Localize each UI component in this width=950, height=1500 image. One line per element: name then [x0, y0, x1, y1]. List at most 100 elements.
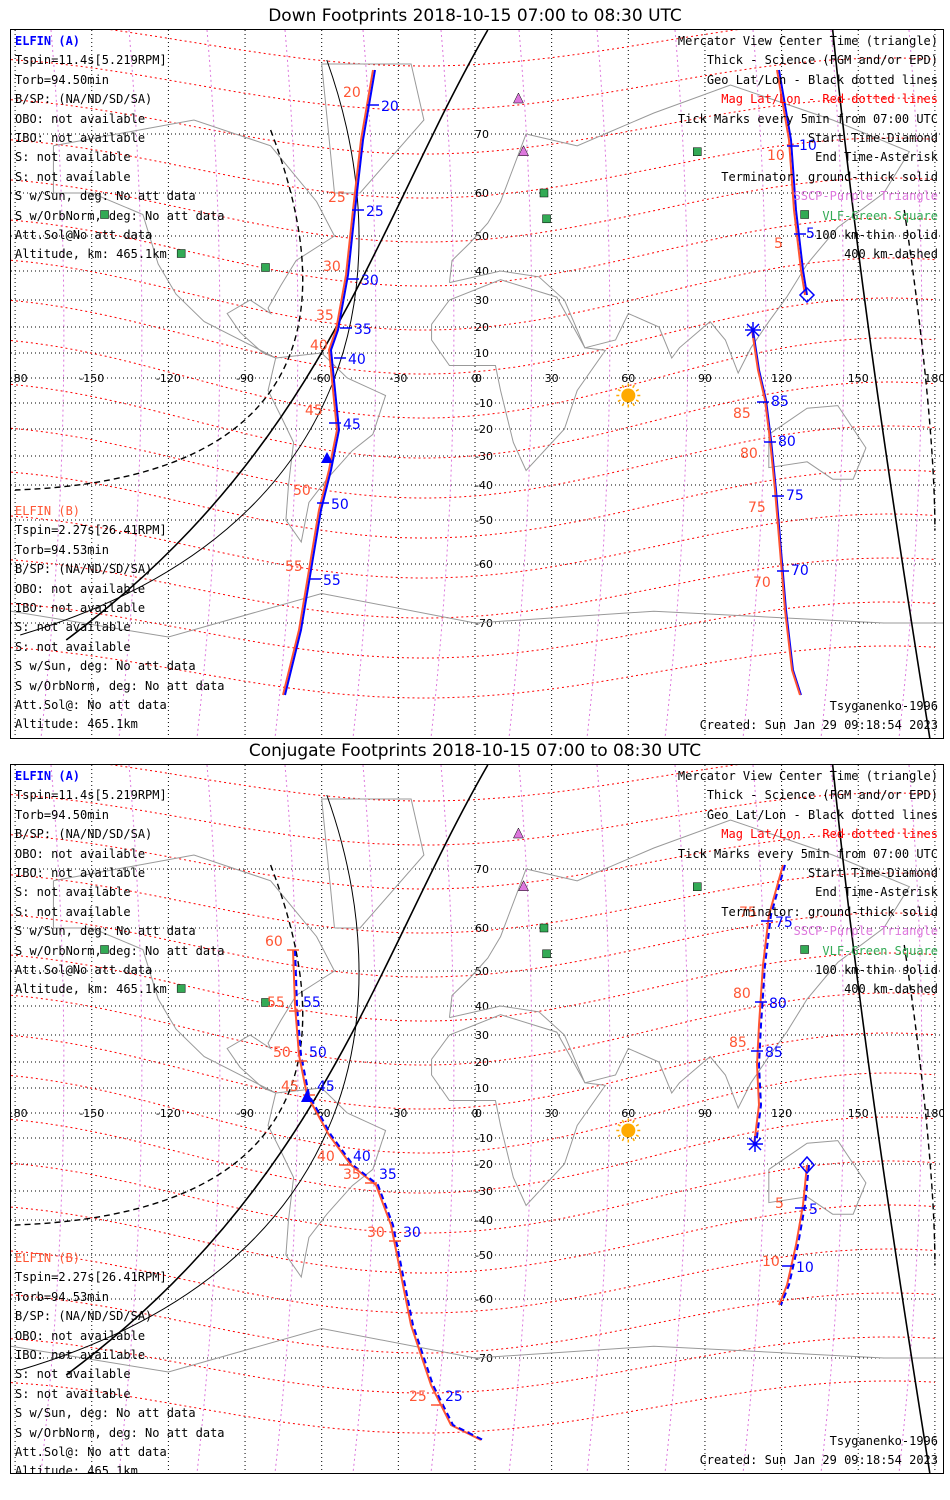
- africa-coast: [431, 279, 607, 472]
- terminator-line: [831, 765, 931, 1473]
- mag-lat-line: [11, 217, 936, 287]
- elfin-b-track: [292, 949, 482, 1441]
- lat-tick-label: -10: [475, 1132, 493, 1145]
- mag-grid: [11, 765, 936, 1473]
- mag-lat-line: [11, 1380, 936, 1434]
- lon-tick-label: -120: [156, 1107, 181, 1120]
- lat-tick-label: 70: [475, 128, 489, 141]
- lat-tick-label: 10: [475, 347, 489, 360]
- mag-lat-line: [11, 1072, 936, 1154]
- lon-tick-label: -30: [389, 1107, 407, 1120]
- vlf-square-icon: [542, 949, 551, 959]
- elfin-b-time-label: 85: [729, 1035, 747, 1051]
- info-line: S: not available: [15, 639, 131, 654]
- elfin-a-time-label: 85: [765, 1045, 783, 1061]
- lon-tick-label: 150: [848, 372, 869, 385]
- lat-tick-label: 0: [475, 1107, 482, 1120]
- elfin-a-track: [755, 864, 786, 1146]
- info-line: Att.Sol@No att data: [15, 227, 153, 242]
- sun-icon: [616, 1118, 641, 1143]
- elfin-b-time-label: 45: [305, 403, 323, 419]
- sun-ray: [621, 402, 625, 407]
- antarctica-coast: [11, 1327, 943, 1373]
- mag-lat-line: [11, 97, 936, 155]
- center-triangle-icon: [321, 452, 333, 463]
- end-asterisk-icon: [745, 322, 761, 338]
- antarctica-coast: [11, 592, 943, 638]
- legend-item: Mercator View Center Time (triangle): [677, 34, 938, 48]
- lon-tick-label: -90: [236, 372, 254, 385]
- lat-tick-label: 20: [475, 321, 489, 334]
- mag-lat-line: [11, 425, 936, 499]
- legend-item: Mercator View Center Time (triangle): [677, 769, 938, 783]
- legend-item: Terminator: ground-thick solid: [721, 169, 938, 184]
- lat-tick-label: -30: [475, 450, 493, 463]
- mag-lat-line: [11, 1292, 936, 1354]
- mag-lon-line: [430, 765, 455, 1473]
- lat-tick-label: 70: [475, 863, 489, 876]
- info-line: S: not available: [15, 620, 131, 635]
- info-line: S w/OrbNorm, deg: No att data: [15, 1425, 225, 1440]
- lat-tick-label: -40: [475, 479, 493, 492]
- elfin-b-info: ELFIN (B) Tspin=2.27s[26.41RPM] Torb=94.…: [15, 1249, 225, 1473]
- sun-ray: [617, 1123, 621, 1127]
- mag-lat-line: [11, 1336, 936, 1394]
- geo-grid: [11, 30, 943, 738]
- mag-lat-line: [11, 297, 936, 375]
- legend-item: 100 km-thin solid: [815, 962, 938, 977]
- lon-tick-label: 90: [698, 1107, 712, 1120]
- info-line: Tspin=2.27s[26.41RPM]: [15, 1270, 167, 1285]
- legend-item: Tick Marks every 5min from 07:00 UTC: [677, 111, 938, 126]
- info-line: IBO: not available: [15, 600, 146, 615]
- australia-coast: [768, 1140, 867, 1215]
- info-line: S w/OrbNorm, deg: No att data: [15, 943, 225, 958]
- info-line: Att.Sol@: No att data: [15, 697, 167, 712]
- vlf-square-icon: [261, 263, 270, 272]
- south-america-coast: [267, 352, 387, 544]
- map-canvas: 70 60 50 40 30 20 10 0 -10 -20 -30 -40 -50 -60 -70 -180…: [11, 765, 943, 1473]
- lat-tick-label: -60: [475, 1293, 493, 1306]
- legend-item: Start Time-Diamond: [807, 130, 938, 145]
- info-line: Altitude: 465.1km: [15, 717, 138, 732]
- africa-coast: [431, 1014, 607, 1207]
- legend-item: 100 km-thin solid: [815, 227, 938, 242]
- info-line: S w/Sun, deg: No att data: [15, 1406, 196, 1421]
- created-time: Created: Sun Jan 29 09:18:54 2023: [699, 1453, 938, 1468]
- legend-item: VLF-Green Square: [822, 943, 938, 958]
- info-line: Torb=94.50min: [15, 72, 109, 87]
- mag-lat-line: [11, 137, 936, 199]
- elfin-a-header: ELFIN (A): [15, 34, 81, 48]
- vlf-square-icon: [800, 210, 809, 219]
- vlf-square-icon: [693, 882, 702, 891]
- info-line: S: not available: [15, 885, 131, 900]
- elfin-a-time-label: 70: [791, 563, 809, 579]
- start-diamond-icon: [799, 1155, 815, 1175]
- elfin-b-track: [753, 864, 784, 1146]
- info-line: IBO: not available: [15, 1347, 146, 1362]
- start-diamond-icon: [798, 286, 816, 304]
- legend-item: Terminator: ground-thick solid: [721, 904, 938, 919]
- info-line: Tspin=11.4s[5.219RPM]: [15, 53, 167, 68]
- down-footprints-map: 70 60 50 40 30 20 10 0 -10 -20 -30 -40 -50 -60 -70 -180…: [10, 29, 944, 739]
- sun-disc: [621, 1123, 636, 1138]
- model-name: Tsyganenko-1996: [829, 1434, 938, 1448]
- mag-lat-line: [11, 557, 936, 619]
- lon-tick-label: 180: [924, 372, 943, 385]
- legend-item: Geo Lat/Lon - Black dotted lines: [706, 807, 938, 822]
- sun-ray: [617, 1134, 621, 1138]
- vlf-square-icon: [800, 945, 809, 954]
- elfin-b-time-label: 60: [265, 934, 283, 950]
- mag-lat-line: [11, 469, 936, 539]
- elfin-b-time-label: 10: [767, 148, 785, 164]
- mag-lat-line: [11, 952, 936, 1022]
- info-line: S: not available: [15, 904, 131, 919]
- vlf-square-icon: [693, 147, 702, 156]
- lat-tick-label: 60: [475, 187, 489, 200]
- info-line: S: not available: [15, 150, 131, 165]
- legend-item: 400 km-dashed: [844, 247, 938, 262]
- mag-lat-line: [11, 872, 936, 934]
- model-label: Tsyganenko-1996 Created: Sun Jan 29 09:1…: [700, 1432, 938, 1471]
- asterisk-stroke: [746, 323, 760, 337]
- legend-item: Geo Lat/Lon - Black dotted lines: [706, 72, 938, 87]
- elfin-b-time-label: 35: [343, 1167, 361, 1183]
